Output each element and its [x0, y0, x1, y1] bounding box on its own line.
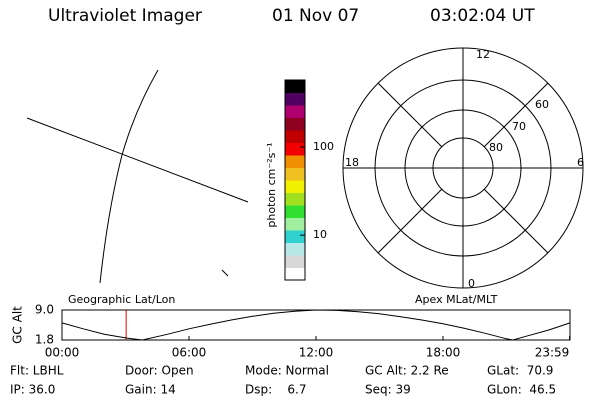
- color-swatch: [285, 242, 305, 256]
- color-swatch: [285, 230, 305, 243]
- status-field: GLon: 46.5: [487, 383, 556, 397]
- status-field: Mode: Normal: [245, 364, 329, 378]
- lat-label: 60: [535, 98, 549, 111]
- lat-label: 70: [512, 120, 526, 133]
- lon-line: [99, 69, 159, 284]
- colorbar-tick-label: 10: [313, 228, 327, 241]
- time: 03:02:04 UT: [430, 6, 535, 26]
- color-swatch: [285, 105, 305, 118]
- altitude-line: [61, 309, 571, 341]
- status-field: Door: Open: [125, 364, 194, 378]
- status-field: GLat: 70.9: [487, 364, 553, 378]
- lat-line: [26, 117, 249, 203]
- colorbar-label: photon cm⁻²s⁻¹: [265, 142, 278, 227]
- color-swatch: [285, 117, 305, 131]
- color-swatch: [285, 80, 305, 93]
- color-swatch: [285, 217, 305, 231]
- y-tick-label: 9.0: [35, 303, 54, 317]
- mlt-label: 6: [577, 156, 584, 169]
- x-tick-label: 00:00: [45, 346, 80, 360]
- colorbar-tick-label: 100: [313, 140, 334, 153]
- polar-grid: 12 18 6 0 60 70 80: [342, 47, 584, 290]
- color-swatch: [285, 167, 305, 181]
- map-label: Geographic Lat/Lon: [68, 293, 175, 306]
- colorbar-frame: [284, 79, 306, 281]
- date: 01 Nov 07: [272, 6, 359, 26]
- title: Ultraviolet Imager: [48, 6, 202, 26]
- x-tick-label: 18:00: [426, 346, 461, 360]
- y-tick-label: 1.8: [35, 333, 54, 347]
- status-field: Gain: 14: [125, 383, 176, 397]
- color-swatch: [285, 205, 305, 218]
- mlt-label: 18: [345, 156, 359, 169]
- x-tick-label: 12:00: [299, 346, 334, 360]
- color-swatch: [285, 130, 305, 143]
- color-swatch: [285, 92, 305, 106]
- mlt-label: 0: [468, 277, 475, 290]
- map-label: Apex MLat/MLT: [415, 293, 498, 306]
- coast-fragment: [221, 269, 229, 277]
- x-tick-label: 23:59: [535, 346, 570, 360]
- status-field: GC Alt: 2.2 Re: [365, 364, 449, 378]
- status-field: IP: 36.0: [10, 383, 55, 397]
- spokes: [343, 48, 583, 288]
- color-swatch: [285, 255, 305, 268]
- color-swatch: [285, 155, 305, 168]
- y-axis-label: GC Alt: [11, 306, 25, 344]
- color-swatch: [285, 192, 305, 206]
- status-field: Seq: 39: [365, 383, 411, 397]
- color-swatch: [285, 142, 305, 156]
- mlt-label: 12: [476, 48, 490, 61]
- status-field: Flt: LBHL: [10, 364, 64, 378]
- geographic-map: [26, 69, 249, 284]
- lat-label: 80: [489, 141, 503, 154]
- status-field: Dsp: 6.7: [245, 383, 307, 397]
- color-swatch: [285, 267, 305, 281]
- x-tick-label: 06:00: [172, 346, 207, 360]
- color-swatch: [285, 180, 305, 193]
